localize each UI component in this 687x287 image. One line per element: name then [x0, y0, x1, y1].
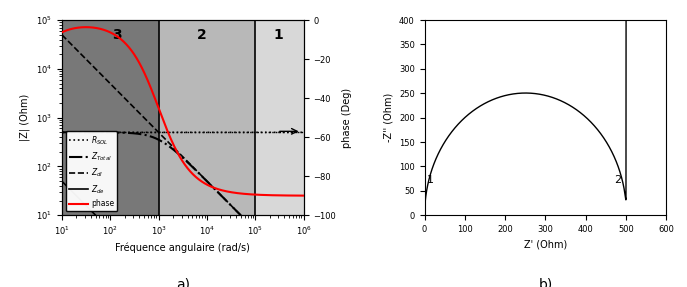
- Text: 3: 3: [113, 28, 122, 42]
- Legend: $R_{SOL}$, $Z_{Total}$, $Z_{dl}$, $Z_{de}$, phase: $R_{SOL}$, $Z_{Total}$, $Z_{dl}$, $Z_{de…: [66, 131, 117, 212]
- X-axis label: Fréquence angulaire (rad/s): Fréquence angulaire (rad/s): [115, 243, 250, 253]
- X-axis label: Z' (Ohm): Z' (Ohm): [524, 240, 567, 249]
- Bar: [256, 20, 304, 215]
- Y-axis label: phase (Deg): phase (Deg): [341, 88, 352, 148]
- Text: 1: 1: [273, 28, 283, 42]
- Text: 2: 2: [613, 175, 621, 185]
- Y-axis label: |Z| (Ohm): |Z| (Ohm): [20, 94, 30, 141]
- Text: b): b): [539, 278, 552, 287]
- Text: 2: 2: [197, 28, 207, 42]
- Text: 1: 1: [427, 175, 434, 185]
- Bar: [62, 20, 159, 215]
- Bar: [159, 20, 256, 215]
- Y-axis label: -Z'' (Ohm): -Z'' (Ohm): [383, 93, 394, 142]
- Text: a): a): [176, 278, 190, 287]
